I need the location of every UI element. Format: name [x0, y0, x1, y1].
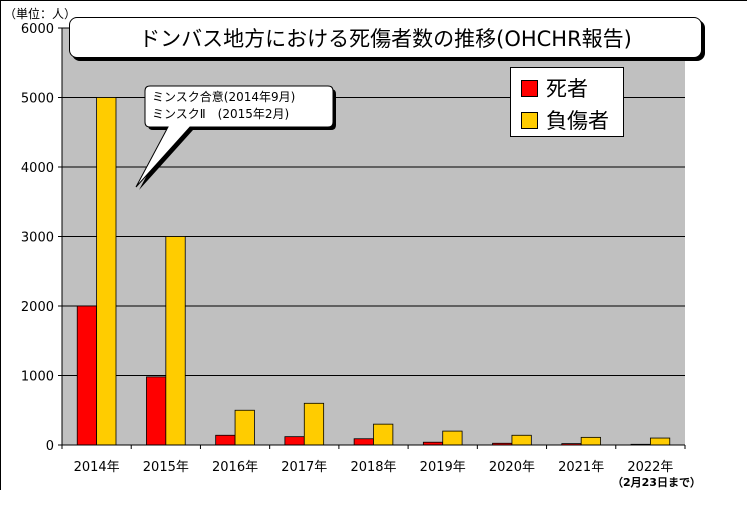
bar-deaths — [76, 305, 98, 446]
bar-injuries — [442, 430, 463, 446]
y-tick-label: 0 — [46, 439, 54, 454]
annotation-callout — [135, 85, 334, 188]
x-tick-label: 2017年 — [281, 460, 327, 475]
y-tick-label: 1000 — [21, 370, 54, 385]
x-axis-ticks: 2014年 2015年 2016年 2017年 2018年 2019年 2020年 2021年… — [61, 445, 686, 475]
bar-injuries — [373, 423, 394, 446]
x-tick-label: 2015年 — [143, 460, 189, 475]
chart-title-box: ドンバス地方における死傷者数の推移(OHCHR報告) — [69, 17, 702, 58]
x-tick-label: 2020年 — [489, 460, 535, 475]
bar-injuries — [303, 402, 325, 446]
bar-injuries — [649, 437, 671, 446]
frame-top-line — [0, 0, 747, 1]
x-tick-label: 2016年 — [212, 460, 258, 475]
legend-label-deaths: 死者 — [546, 77, 588, 101]
legend-swatch-injuries — [521, 111, 538, 129]
chart-title: ドンバス地方における死傷者数の推移(OHCHR報告) — [139, 26, 632, 51]
bar-injuries — [234, 409, 255, 446]
x-tick-label: 2014年 — [74, 460, 120, 475]
x-tick-label: 2019年 — [420, 460, 466, 475]
annotation-line-1: ミンスク合意(2014年9月) — [152, 89, 295, 104]
legend-label-injuries: 負傷者 — [546, 109, 609, 133]
y-tick-label: 5000 — [21, 92, 54, 107]
x-tick-label: 2018年 — [350, 460, 396, 475]
bar-injuries — [165, 236, 186, 446]
frame-left-line — [0, 0, 1, 490]
bar-injuries — [96, 97, 117, 446]
unit-label: （単位：人） — [4, 7, 77, 21]
bar-injuries — [580, 436, 601, 446]
bar-deaths — [215, 434, 236, 446]
y-tick-label: 3000 — [21, 231, 54, 246]
bars — [76, 97, 671, 446]
x-tick-label: 2021年 — [558, 460, 604, 475]
bar-deaths — [353, 438, 374, 446]
legend-item-injuries: 負傷者 — [521, 105, 609, 135]
annotation-line-2: ミンスクⅡ (2015年2月) — [152, 107, 289, 121]
y-tick-label: 2000 — [21, 300, 54, 315]
footnote: （2月23日まで） — [612, 476, 701, 489]
y-tick-label: 4000 — [21, 161, 54, 176]
x-tick-label: 2022年 — [627, 460, 673, 475]
y-axis-ticks: 0 1000 2000 3000 4000 5000 6000 — [21, 22, 62, 454]
bar-deaths — [146, 376, 167, 446]
legend-swatch-deaths — [521, 79, 538, 97]
bar-deaths — [284, 436, 305, 446]
bar-injuries — [511, 434, 532, 446]
legend-item-deaths: 死者 — [521, 73, 588, 103]
legend: 死者 負傷者 — [510, 67, 624, 137]
y-tick-label: 6000 — [21, 22, 54, 37]
